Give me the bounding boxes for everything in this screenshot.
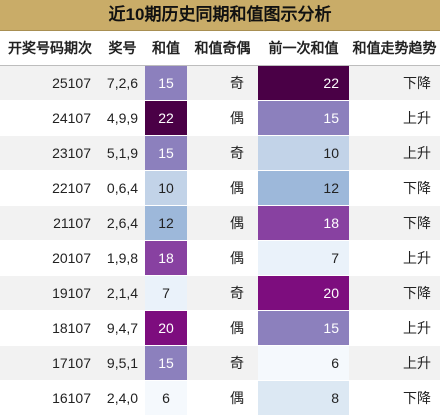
column-header-numbers: 奖号: [100, 31, 145, 66]
cell-previous-sum: 6: [258, 345, 349, 381]
cell-period: 19107: [0, 275, 100, 311]
cell-trend: 下降: [349, 65, 440, 101]
cell-trend: 上升: [349, 135, 440, 171]
cell-previous-sum: 18: [258, 205, 349, 241]
table-row: 21107 2,6,4 12 偶 18 下降: [0, 205, 440, 241]
cell-period: 24107: [0, 100, 100, 136]
cell-parity: 奇: [187, 345, 258, 381]
cell-sum: 12: [145, 205, 187, 241]
cell-trend: 下降: [349, 170, 440, 206]
cell-period: 21107: [0, 205, 100, 241]
cell-previous-sum: 22: [258, 65, 349, 101]
cell-trend: 上升: [349, 310, 440, 346]
cell-trend: 上升: [349, 100, 440, 136]
cell-parity: 偶: [187, 310, 258, 346]
table-row: 17107 9,5,1 15 奇 6 上升: [0, 345, 440, 381]
column-header-period: 开奖号码期次: [0, 31, 100, 66]
cell-sum: 18: [145, 240, 187, 276]
cell-period: 25107: [0, 65, 100, 101]
cell-numbers: 4,9,9: [100, 100, 145, 136]
cell-parity: 奇: [187, 275, 258, 311]
cell-previous-sum: 20: [258, 275, 349, 311]
cell-parity: 奇: [187, 65, 258, 101]
cell-numbers: 2,6,4: [100, 205, 145, 241]
cell-trend: 下降: [349, 275, 440, 311]
cell-sum: 22: [145, 100, 187, 136]
column-header-parity: 和值奇偶: [187, 31, 258, 66]
table-row: 16107 2,4,0 6 偶 8 下降: [0, 380, 440, 416]
cell-numbers: 9,5,1: [100, 345, 145, 381]
cell-period: 20107: [0, 240, 100, 276]
table-header-row: 开奖号码期次 奖号 和值 和值奇偶 前一次和值 和值走势趋势: [0, 31, 440, 66]
table-title: 近10期历史同期和值图示分析: [0, 0, 440, 31]
cell-parity: 奇: [187, 135, 258, 171]
cell-sum: 6: [145, 380, 187, 416]
cell-numbers: 9,4,7: [100, 310, 145, 346]
cell-sum: 10: [145, 170, 187, 206]
cell-period: 17107: [0, 345, 100, 381]
cell-sum: 15: [145, 345, 187, 381]
table-row: 24107 4,9,9 22 偶 15 上升: [0, 100, 440, 136]
cell-parity: 偶: [187, 205, 258, 241]
cell-period: 22107: [0, 170, 100, 206]
table-row: 18107 9,4,7 20 偶 15 上升: [0, 310, 440, 346]
cell-parity: 偶: [187, 380, 258, 416]
cell-trend: 下降: [349, 205, 440, 241]
cell-trend: 上升: [349, 240, 440, 276]
cell-parity: 偶: [187, 240, 258, 276]
cell-previous-sum: 7: [258, 240, 349, 276]
cell-previous-sum: 15: [258, 310, 349, 346]
sum-analysis-table: 开奖号码期次 奖号 和值 和值奇偶 前一次和值 和值走势趋势 25107 7,2,…: [0, 31, 440, 416]
table-row: 23107 5,1,9 15 奇 10 上升: [0, 135, 440, 171]
cell-period: 16107: [0, 380, 100, 416]
cell-sum: 20: [145, 310, 187, 346]
table-row: 25107 7,2,6 15 奇 22 下降: [0, 65, 440, 101]
cell-period: 23107: [0, 135, 100, 171]
cell-previous-sum: 8: [258, 380, 349, 416]
cell-period: 18107: [0, 310, 100, 346]
column-header-trend: 和值走势趋势: [349, 31, 440, 66]
cell-parity: 偶: [187, 170, 258, 206]
cell-previous-sum: 10: [258, 135, 349, 171]
table-row: 20107 1,9,8 18 偶 7 上升: [0, 240, 440, 276]
cell-sum: 15: [145, 65, 187, 101]
cell-trend: 上升: [349, 345, 440, 381]
cell-sum: 7: [145, 275, 187, 311]
cell-numbers: 0,6,4: [100, 170, 145, 206]
cell-previous-sum: 12: [258, 170, 349, 206]
cell-numbers: 7,2,6: [100, 65, 145, 101]
cell-numbers: 1,9,8: [100, 240, 145, 276]
cell-numbers: 2,1,4: [100, 275, 145, 311]
cell-numbers: 5,1,9: [100, 135, 145, 171]
cell-parity: 偶: [187, 100, 258, 136]
cell-numbers: 2,4,0: [100, 380, 145, 416]
table-row: 19107 2,1,4 7 奇 20 下降: [0, 275, 440, 311]
cell-trend: 下降: [349, 380, 440, 416]
column-header-sum: 和值: [145, 31, 187, 66]
cell-previous-sum: 15: [258, 100, 349, 136]
table-row: 22107 0,6,4 10 偶 12 下降: [0, 170, 440, 206]
column-header-previous-sum: 前一次和值: [258, 31, 349, 66]
cell-sum: 15: [145, 135, 187, 171]
